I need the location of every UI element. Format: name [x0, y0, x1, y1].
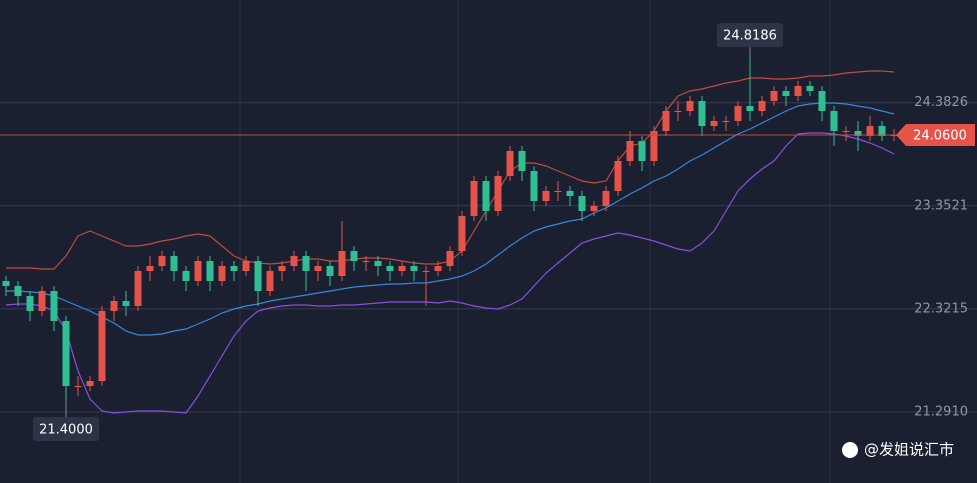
- candle-body: [410, 266, 418, 271]
- candle-body: [722, 121, 730, 122]
- annotation-label: 24.8186: [723, 29, 777, 44]
- candle-body: [710, 121, 718, 126]
- candle-body: [110, 301, 118, 311]
- candle-body: [602, 191, 610, 206]
- watermark-icon: [842, 442, 858, 458]
- candle-body: [782, 91, 790, 96]
- candle-body: [98, 311, 106, 381]
- candle-body: [338, 251, 346, 276]
- candle-body: [230, 266, 238, 271]
- candle-body: [74, 386, 82, 387]
- candle-body: [734, 106, 742, 121]
- candle-body: [758, 101, 766, 111]
- candle-body: [86, 381, 94, 386]
- candle-body: [638, 141, 646, 161]
- candle-body: [518, 151, 526, 171]
- candle-body: [686, 101, 694, 111]
- candle-body: [746, 106, 754, 111]
- candle-body: [350, 251, 358, 261]
- candle-body: [2, 281, 10, 286]
- candle-body: [194, 261, 202, 281]
- candle-body: [854, 131, 862, 136]
- candle-body: [278, 266, 286, 271]
- candle-body: [878, 126, 886, 136]
- candle-body: [14, 286, 22, 296]
- watermark-text: @发姐说汇市: [864, 441, 954, 459]
- candle-body: [542, 191, 550, 201]
- candle-body: [422, 271, 430, 272]
- candle-body: [818, 91, 826, 111]
- annotation-label: 21.4000: [39, 423, 93, 438]
- candle-body: [314, 266, 322, 271]
- candle-body: [62, 321, 70, 386]
- candle-body: [290, 256, 298, 266]
- candle-body: [494, 176, 502, 211]
- candle-body: [482, 181, 490, 211]
- candle-body: [170, 256, 178, 271]
- candle-body: [158, 256, 166, 266]
- candle-body: [254, 261, 262, 291]
- candle-body: [470, 181, 478, 216]
- candle-body: [614, 161, 622, 191]
- candle-body: [38, 291, 46, 311]
- candle-body: [662, 111, 670, 131]
- y-tick-label: 24.3826: [914, 95, 968, 110]
- candle-body: [770, 91, 778, 101]
- annotation-box: [33, 417, 99, 441]
- candle-body: [50, 291, 58, 321]
- candle-body: [134, 271, 142, 306]
- candle-body: [206, 261, 214, 281]
- candle-body: [146, 266, 154, 271]
- candle-body: [554, 191, 562, 192]
- candle-body: [866, 126, 874, 136]
- candle-body: [530, 171, 538, 201]
- candle-body: [806, 86, 814, 91]
- candle-body: [242, 261, 250, 271]
- y-tick-label: 23.3521: [914, 198, 968, 213]
- candle-body: [626, 141, 634, 161]
- candle-body: [398, 266, 406, 271]
- candle-body: [362, 261, 370, 262]
- current-price-tag: [896, 124, 975, 146]
- band-line: [6, 102, 895, 336]
- y-tick-label: 21.2910: [914, 404, 968, 419]
- candle-body: [326, 266, 334, 276]
- candle-body: [182, 271, 190, 281]
- candle-body: [830, 111, 838, 131]
- band-line: [5, 132, 895, 414]
- candle-body: [506, 151, 514, 176]
- candle-body: [434, 266, 442, 271]
- candle-body: [578, 196, 586, 211]
- current-price-label: 24.0600: [913, 129, 967, 144]
- candle-body: [590, 206, 598, 211]
- candle-body: [122, 301, 130, 306]
- candle-body: [674, 111, 682, 112]
- vertical-grid: [239, 0, 831, 483]
- candle-body: [458, 216, 466, 251]
- candle-body: [386, 266, 394, 271]
- candle-body: [374, 261, 382, 266]
- candle-body: [650, 131, 658, 161]
- candle-body: [218, 266, 226, 281]
- candle-body: [446, 251, 454, 266]
- candle-body: [26, 296, 34, 311]
- annotation-box: [717, 23, 783, 48]
- candle-body: [302, 256, 310, 271]
- candle-body: [566, 191, 574, 196]
- candle-body: [794, 86, 802, 96]
- candle-body: [266, 271, 274, 291]
- watermark: @发姐说汇市: [842, 441, 954, 459]
- candle-body: [842, 131, 850, 132]
- candle-body: [698, 101, 706, 126]
- y-tick-label: 22.3215: [914, 301, 968, 316]
